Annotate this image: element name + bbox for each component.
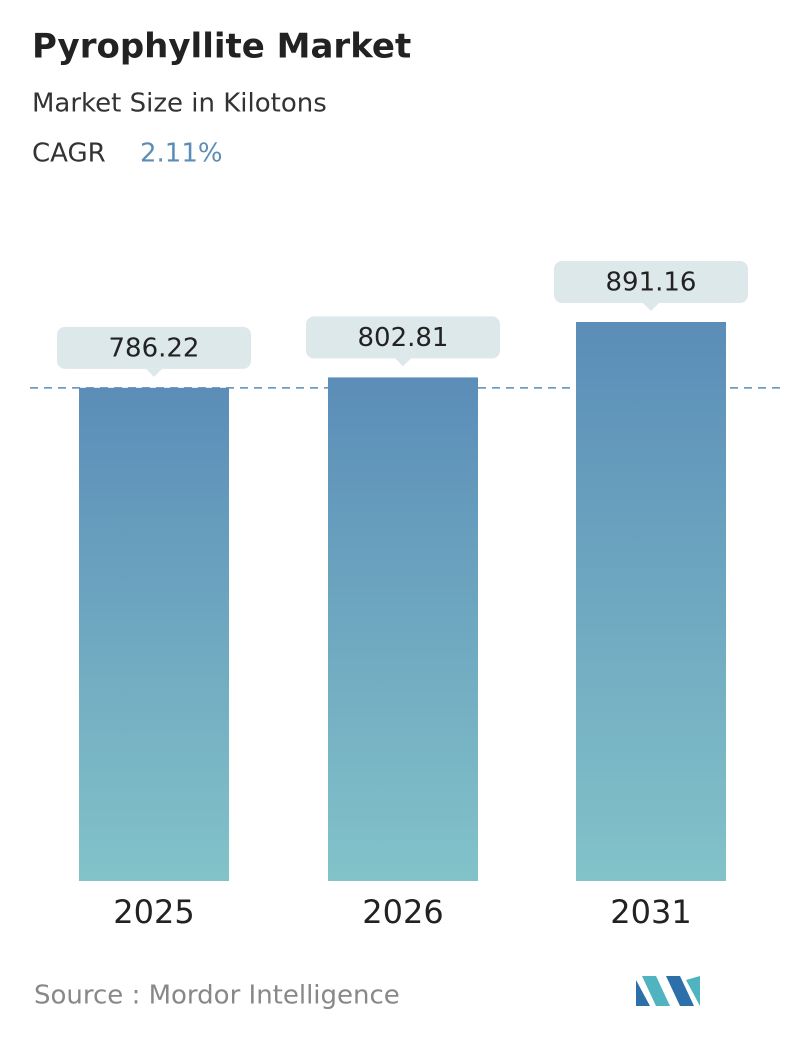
value-label: 786.22 [109,333,200,363]
bar [576,322,726,881]
bar [328,377,478,881]
bar [79,387,229,881]
value-label-pointer [395,358,411,367]
x-tick-label: 2026 [362,893,443,931]
value-label-pointer [146,368,162,377]
x-tick-label: 2031 [610,893,691,931]
value-label-box [306,316,500,359]
value-label: 802.81 [358,323,449,353]
value-label-pointer [643,303,659,311]
cagr-label: CAGR [32,139,106,169]
chart-title: Pyrophyllite Market [32,27,411,67]
source: Source : Mordor Intelligence [34,981,400,1011]
cagr-value: 2.11% [140,139,223,169]
value-label: 891.16 [606,268,697,298]
logo [636,976,700,1006]
chart-subtitle: Market Size in Kilotons [32,89,327,119]
value-label-box [57,326,251,369]
value-label-box [554,261,748,303]
x-tick-label: 2025 [113,893,194,931]
